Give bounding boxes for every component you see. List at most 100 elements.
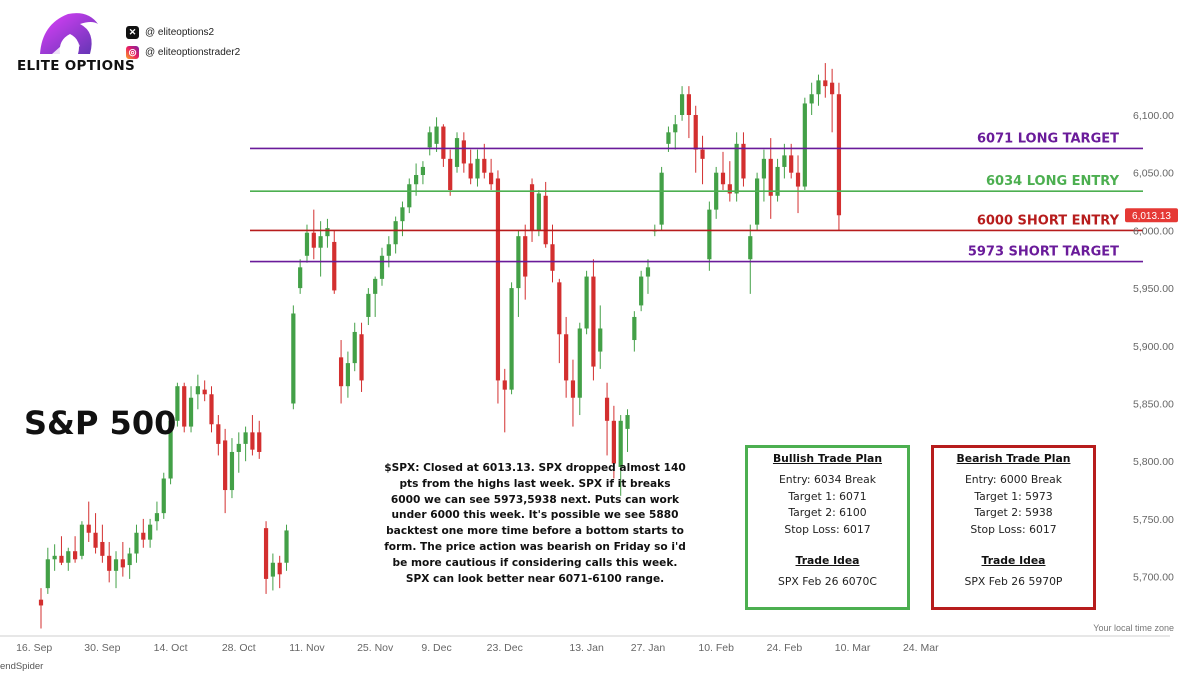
candle-body [529, 184, 535, 231]
candle-body [761, 158, 767, 179]
candle-body [304, 232, 310, 256]
candle-body [557, 282, 562, 335]
candle-body [645, 267, 651, 277]
candle-body [352, 331, 357, 364]
candle-body [154, 513, 160, 522]
y-tick-label: 5,800.00 [1133, 456, 1174, 468]
candle-body [611, 420, 616, 464]
candle-body [768, 158, 773, 196]
candle-body [509, 288, 514, 390]
bullish-idea-title: Trade Idea [795, 554, 860, 567]
candle-body [707, 209, 712, 260]
bullish-trade-plan: Bullish Trade Plan Entry: 6034 Break Tar… [745, 445, 910, 610]
last-price-label: 6,013.13 [1132, 211, 1171, 222]
y-tick-label: 5,750.00 [1133, 514, 1174, 526]
candle-body [243, 432, 248, 444]
candle-body [216, 424, 221, 444]
candle-body [700, 149, 705, 159]
x-handle-row[interactable]: ✕ @ eliteoptions2 [126, 26, 214, 39]
y-tick-label: 6,050.00 [1133, 168, 1174, 180]
candle-body [407, 184, 412, 208]
candle-body [223, 440, 228, 491]
candle-body [461, 140, 466, 164]
candle-body [564, 334, 569, 381]
candle-body [270, 562, 275, 577]
candle-body [468, 163, 473, 179]
candle-body [229, 451, 235, 491]
bearish-target-1: Target 1: 5973 [974, 489, 1053, 503]
candle-body [325, 228, 330, 237]
candle-body [113, 559, 119, 571]
candle-body [332, 241, 337, 291]
bullish-plan-title: Bullish Trade Plan [772, 452, 883, 465]
bearish-idea: SPX Feb 26 5970P [964, 575, 1063, 588]
candle-body [673, 124, 678, 133]
candle-body [386, 244, 391, 256]
candle-body [720, 172, 726, 185]
candle-body [338, 357, 344, 387]
bearish-entry: Entry: 6000 Break [964, 473, 1063, 486]
candle-body [73, 551, 78, 560]
candle-body [188, 397, 194, 427]
candle-body [277, 562, 282, 575]
candle-body [120, 559, 125, 568]
candle-body [809, 94, 814, 104]
candle-body [782, 155, 787, 167]
candle-body [495, 178, 501, 381]
candle-body [379, 255, 385, 279]
bullish-target-1: Target 1: 6071 [788, 489, 867, 503]
candle-body [79, 524, 85, 556]
candle-body [100, 541, 105, 556]
candle-body [291, 313, 296, 404]
candle-body [639, 276, 644, 306]
candle-body [284, 530, 289, 563]
candle-body [202, 389, 207, 395]
last-price-badge [1125, 208, 1178, 223]
level-label: 5973 SHORT TARGET [968, 245, 1119, 260]
x-tick-label: 28. Oct [222, 642, 256, 654]
candle-body [393, 221, 398, 245]
candle-body [741, 143, 746, 179]
bullish-idea: SPX Feb 26 6070C [778, 575, 877, 588]
candle-body [168, 420, 173, 479]
brand-name: ELITE OPTIONS [17, 58, 135, 74]
candle-body [686, 94, 691, 115]
candle-body [66, 551, 71, 563]
x-tick-label: 10. Mar [835, 642, 871, 654]
candle-body [604, 397, 610, 421]
candle-body [250, 432, 255, 450]
candle-body [298, 267, 303, 289]
y-tick-label: 5,700.00 [1133, 572, 1174, 584]
candle-body [148, 524, 153, 540]
candle-body [802, 103, 807, 187]
chart-title: S&P 500 [24, 404, 177, 442]
candle-body [52, 555, 57, 560]
candle-body [502, 380, 507, 390]
x-tick-label: 14. Oct [154, 642, 188, 654]
bullish-entry: Entry: 6034 Break [778, 473, 877, 486]
candle-body [318, 236, 323, 248]
candle-body [584, 276, 589, 329]
candle-body [434, 126, 439, 144]
candle-body [679, 94, 685, 115]
instagram-handle-row[interactable]: ◎ @ eliteoptionstrader2 [126, 46, 240, 59]
candle-body [666, 132, 671, 144]
x-tick-label: 27. Jan [631, 642, 666, 654]
time-zone-label: Your local time zone [1093, 623, 1174, 633]
x-tick-label: 9. Dec [421, 642, 451, 654]
x-tick-label: 23. Dec [487, 642, 523, 654]
candle-body [482, 158, 487, 173]
candle-body [86, 524, 91, 533]
candle-body [632, 316, 637, 341]
candle-body [345, 363, 350, 387]
y-tick-label: 5,850.00 [1133, 399, 1174, 411]
instagram-logo-icon: ◎ [126, 46, 139, 59]
candle-body [775, 166, 780, 196]
candle-body [134, 532, 139, 554]
candle-body [373, 278, 378, 294]
brand-logo [40, 13, 98, 58]
candle-body [489, 172, 494, 185]
bearish-trade-plan: Bearish Trade Plan Entry: 6000 Break Tar… [931, 445, 1096, 610]
bearish-plan-title: Bearish Trade Plan [956, 452, 1071, 465]
